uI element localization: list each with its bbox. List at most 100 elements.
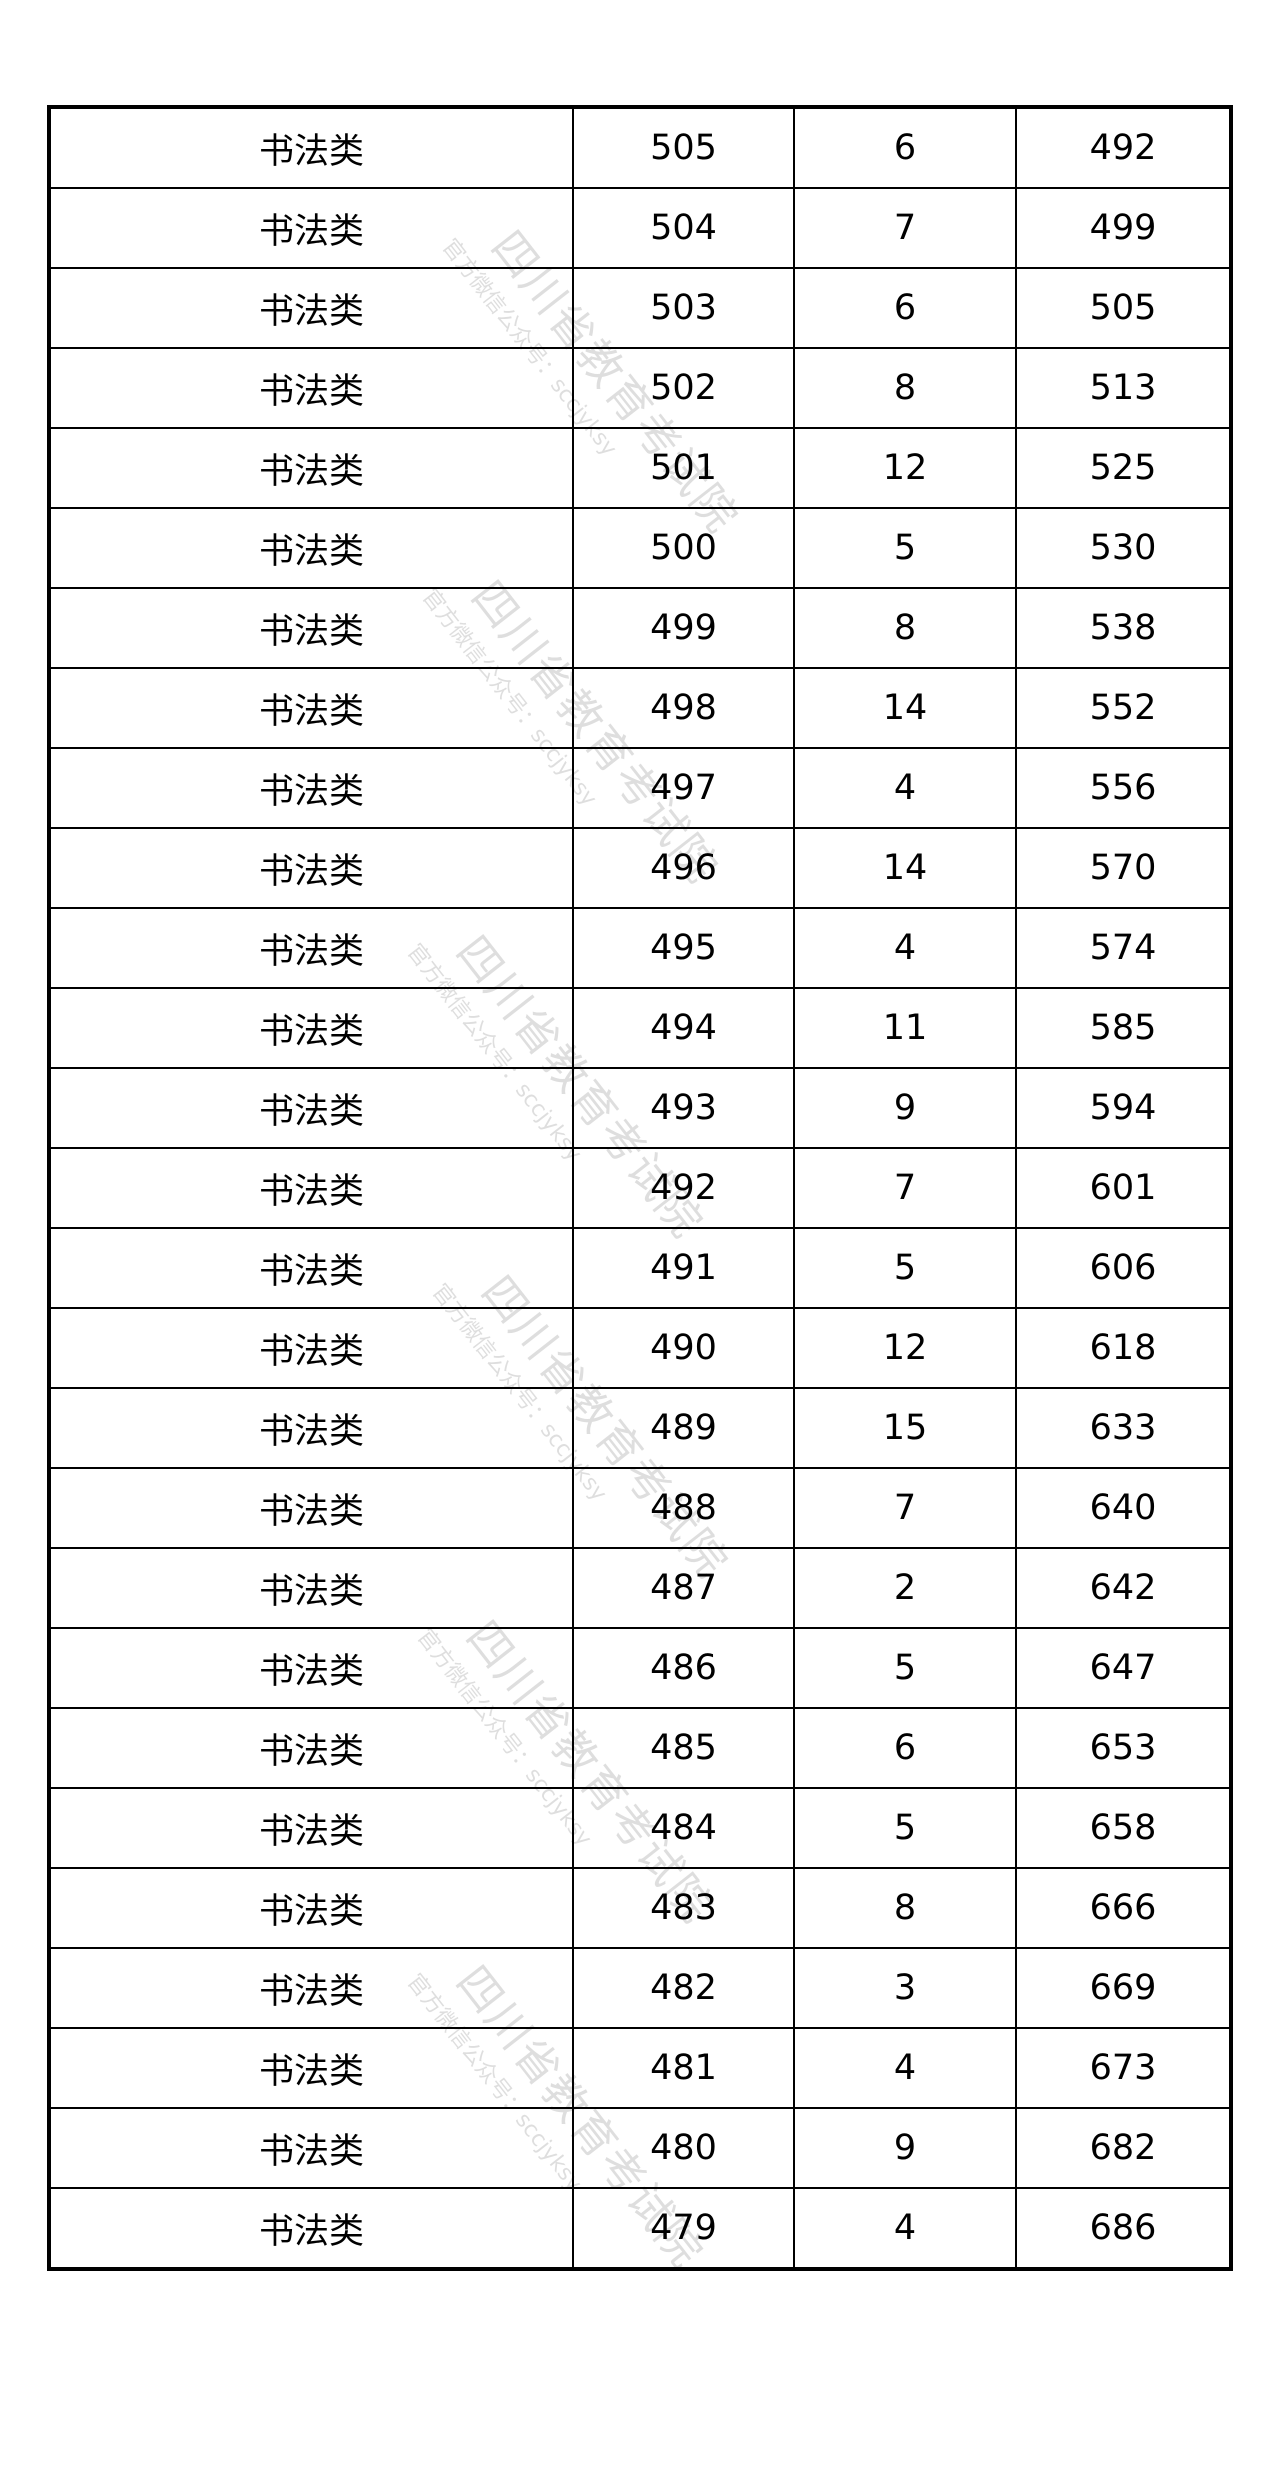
table-row: 书法类 491 5 606 [48, 1227, 1232, 1309]
score-cell: 504 [572, 187, 795, 269]
score-cell: 488 [572, 1467, 795, 1549]
score-cell: 485 [572, 1707, 795, 1789]
cumulative-cell: 492 [1015, 106, 1232, 189]
score-cell: 501 [572, 427, 795, 509]
table-row: 书法类 504 7 499 [48, 187, 1232, 269]
score-cell: 498 [572, 667, 795, 749]
count-cell: 11 [793, 987, 1017, 1069]
count-cell: 12 [793, 1307, 1017, 1389]
table-row: 书法类 484 5 658 [48, 1787, 1232, 1869]
category-cell: 书法类 [48, 187, 574, 269]
count-cell: 3 [793, 1947, 1017, 2029]
cumulative-cell: 686 [1015, 2187, 1232, 2270]
table-row: 书法类 503 6 505 [48, 267, 1232, 349]
score-cell: 496 [572, 827, 795, 909]
category-cell: 书法类 [48, 1467, 574, 1549]
count-cell: 6 [793, 106, 1017, 189]
score-table: 书法类 505 6 492 书法类 504 7 499 书法类 503 6 505 书法类 502 8 513… [47, 105, 1233, 2271]
table-row: 书法类 498 14 552 [48, 667, 1232, 749]
category-cell: 书法类 [48, 106, 574, 189]
count-cell: 2 [793, 1547, 1017, 1629]
table-row: 书法类 482 3 669 [48, 1947, 1232, 2029]
count-cell: 4 [793, 2027, 1017, 2109]
table-row: 书法类 505 6 492 [48, 106, 1232, 189]
table-row: 书法类 492 7 601 [48, 1147, 1232, 1229]
table-row: 书法类 500 5 530 [48, 507, 1232, 589]
category-cell: 书法类 [48, 1787, 574, 1869]
count-cell: 8 [793, 1867, 1017, 1949]
score-cell: 491 [572, 1227, 795, 1309]
category-cell: 书法类 [48, 1547, 574, 1629]
table-row: 书法类 501 12 525 [48, 427, 1232, 509]
table-row: 书法类 494 11 585 [48, 987, 1232, 1069]
category-cell: 书法类 [48, 267, 574, 349]
score-cell: 503 [572, 267, 795, 349]
score-cell: 484 [572, 1787, 795, 1869]
cumulative-cell: 642 [1015, 1547, 1232, 1629]
score-cell: 493 [572, 1067, 795, 1149]
category-cell: 书法类 [48, 1227, 574, 1309]
score-cell: 495 [572, 907, 795, 989]
count-cell: 8 [793, 347, 1017, 429]
cumulative-cell: 658 [1015, 1787, 1232, 1869]
cumulative-cell: 538 [1015, 587, 1232, 669]
category-cell: 书法类 [48, 1627, 574, 1709]
cumulative-cell: 525 [1015, 427, 1232, 509]
score-cell: 483 [572, 1867, 795, 1949]
score-cell: 490 [572, 1307, 795, 1389]
count-cell: 14 [793, 667, 1017, 749]
cumulative-cell: 682 [1015, 2107, 1232, 2189]
table-row: 书法类 489 15 633 [48, 1387, 1232, 1469]
count-cell: 12 [793, 427, 1017, 509]
table-row: 书法类 480 9 682 [48, 2107, 1232, 2189]
cumulative-cell: 666 [1015, 1867, 1232, 1949]
count-cell: 7 [793, 187, 1017, 269]
cumulative-cell: 601 [1015, 1147, 1232, 1229]
category-cell: 书法类 [48, 747, 574, 829]
score-cell: 494 [572, 987, 795, 1069]
category-cell: 书法类 [48, 987, 574, 1069]
score-cell: 480 [572, 2107, 795, 2189]
table-row: 书法类 497 4 556 [48, 747, 1232, 829]
score-cell: 497 [572, 747, 795, 829]
cumulative-cell: 647 [1015, 1627, 1232, 1709]
cumulative-cell: 570 [1015, 827, 1232, 909]
category-cell: 书法类 [48, 587, 574, 669]
category-cell: 书法类 [48, 1307, 574, 1389]
count-cell: 7 [793, 1147, 1017, 1229]
score-cell: 492 [572, 1147, 795, 1229]
table-row: 书法类 486 5 647 [48, 1627, 1232, 1709]
category-cell: 书法类 [48, 1947, 574, 2029]
count-cell: 5 [793, 1227, 1017, 1309]
category-cell: 书法类 [48, 827, 574, 909]
score-cell: 502 [572, 347, 795, 429]
cumulative-cell: 594 [1015, 1067, 1232, 1149]
cumulative-cell: 673 [1015, 2027, 1232, 2109]
count-cell: 15 [793, 1387, 1017, 1469]
count-cell: 5 [793, 507, 1017, 589]
table-row: 书法类 499 8 538 [48, 587, 1232, 669]
cumulative-cell: 633 [1015, 1387, 1232, 1469]
table-row: 书法类 483 8 666 [48, 1867, 1232, 1949]
category-cell: 书法类 [48, 1867, 574, 1949]
score-cell: 482 [572, 1947, 795, 2029]
score-cell: 479 [572, 2187, 795, 2270]
cumulative-cell: 552 [1015, 667, 1232, 749]
category-cell: 书法类 [48, 2187, 574, 2270]
count-cell: 9 [793, 2107, 1017, 2189]
cumulative-cell: 653 [1015, 1707, 1232, 1789]
category-cell: 书法类 [48, 507, 574, 589]
category-cell: 书法类 [48, 1147, 574, 1229]
category-cell: 书法类 [48, 1067, 574, 1149]
table-row: 书法类 487 2 642 [48, 1547, 1232, 1629]
count-cell: 4 [793, 747, 1017, 829]
score-table-body: 书法类 505 6 492 书法类 504 7 499 书法类 503 6 505 书法类 502 8 513… [48, 106, 1232, 2270]
count-cell: 5 [793, 1787, 1017, 1869]
count-cell: 14 [793, 827, 1017, 909]
score-cell: 500 [572, 507, 795, 589]
category-cell: 书法类 [48, 427, 574, 509]
table-row: 书法类 485 6 653 [48, 1707, 1232, 1789]
cumulative-cell: 530 [1015, 507, 1232, 589]
cumulative-cell: 505 [1015, 267, 1232, 349]
count-cell: 5 [793, 1627, 1017, 1709]
